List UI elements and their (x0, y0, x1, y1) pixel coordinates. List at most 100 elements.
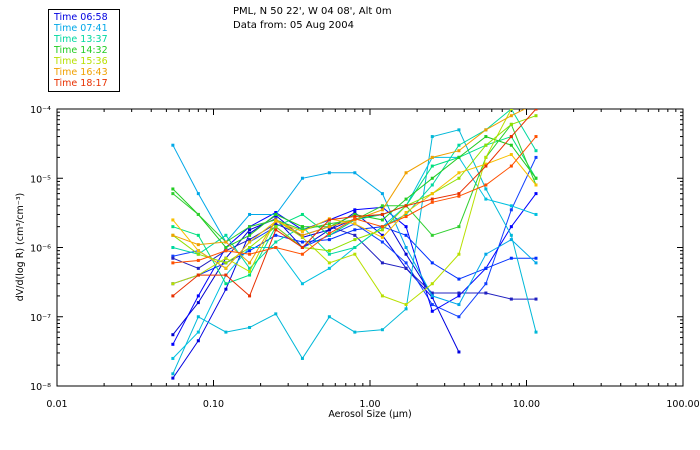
data-point (248, 261, 252, 265)
data-point (509, 143, 513, 147)
data-point (274, 225, 278, 229)
data-point (430, 176, 434, 180)
data-point (353, 171, 357, 175)
data-point (274, 212, 278, 216)
x-tick-label: 0.01 (46, 399, 67, 410)
data-point (430, 295, 434, 299)
data-point (353, 215, 357, 219)
data-point (248, 246, 252, 249)
data-point (404, 197, 408, 201)
data-point (171, 143, 175, 147)
data-point (534, 261, 538, 265)
x-tick-label: 10.00 (513, 399, 540, 410)
legend-item: Time 13:37 (54, 34, 108, 45)
data-point (171, 333, 175, 337)
y-tick-label: 10⁻⁴ (30, 105, 51, 116)
legend-item: Time 14:32 (54, 45, 108, 56)
legend-item: Time 15:36 (54, 56, 108, 67)
data-point (196, 266, 200, 270)
data-point (248, 231, 252, 235)
axis-ticks (57, 109, 683, 386)
data-point (353, 211, 357, 215)
data-point (380, 328, 384, 332)
x-tick-label: 1.00 (359, 399, 380, 410)
data-point (430, 197, 434, 201)
data-point (353, 238, 357, 242)
data-point (171, 372, 175, 376)
data-point (353, 233, 357, 237)
data-point (380, 233, 384, 237)
data-point (484, 143, 488, 147)
data-point (196, 212, 200, 216)
data-point (327, 266, 331, 270)
data-point (534, 256, 538, 260)
data-point (196, 258, 200, 262)
legend-item: Time 06:58 (54, 12, 108, 23)
data-point (380, 240, 384, 244)
data-point (327, 233, 331, 237)
data-point (248, 252, 252, 256)
data-point (224, 266, 228, 270)
data-point (534, 114, 538, 118)
data-point (484, 187, 488, 191)
data-point (274, 219, 278, 223)
data-point (484, 291, 488, 295)
data-point (509, 135, 513, 139)
data-point (224, 330, 228, 334)
data-point (404, 252, 408, 256)
data-point (274, 246, 278, 249)
data-point (224, 261, 228, 265)
data-point (457, 192, 461, 196)
data-series (171, 109, 538, 380)
data-point (248, 325, 252, 329)
data-point (430, 164, 434, 168)
data-point (404, 171, 408, 175)
data-point (196, 301, 200, 305)
data-point (457, 252, 461, 256)
data-point (380, 225, 384, 229)
data-point (196, 294, 200, 298)
data-point (534, 212, 538, 216)
data-point (380, 204, 384, 208)
data-point (430, 200, 434, 204)
data-point (274, 312, 278, 316)
data-point (509, 225, 513, 229)
y-tick-label: 10⁻⁷ (30, 313, 51, 324)
data-point (300, 233, 304, 237)
data-point (196, 315, 200, 319)
data-point (430, 291, 434, 295)
data-point (404, 266, 408, 270)
data-point (248, 238, 252, 242)
data-point (171, 261, 175, 265)
data-point (353, 222, 357, 226)
data-point (457, 155, 461, 159)
data-point (300, 225, 304, 229)
data-point (404, 233, 408, 237)
data-point (171, 225, 175, 229)
data-point (484, 128, 488, 132)
tick-labels: 0.01 0.10 1.00 10.00 100.00 10⁻⁸ 10⁻⁷ 10⁻⁶ 10⁻⁵ 1… (30, 105, 700, 410)
legend-item: Time 16:43 (54, 67, 108, 78)
data-point (484, 164, 488, 168)
data-point (224, 246, 228, 249)
data-point (300, 228, 304, 232)
data-point (171, 282, 175, 286)
data-point (300, 230, 304, 234)
data-point (248, 212, 252, 216)
data-point (300, 252, 304, 256)
data-point (509, 204, 513, 208)
data-point (484, 282, 488, 286)
data-point (534, 149, 538, 153)
data-point (353, 246, 357, 249)
data-point (353, 330, 357, 334)
data-point (224, 282, 228, 286)
data-point (300, 176, 304, 180)
data-point (430, 135, 434, 139)
data-point (196, 233, 200, 237)
data-point (274, 211, 278, 215)
data-point (171, 294, 175, 298)
chart-header: PML, N 50 22', W 04 08', Alt 0m Data fro… (233, 5, 392, 33)
data-point (327, 261, 331, 265)
data-point (274, 228, 278, 232)
